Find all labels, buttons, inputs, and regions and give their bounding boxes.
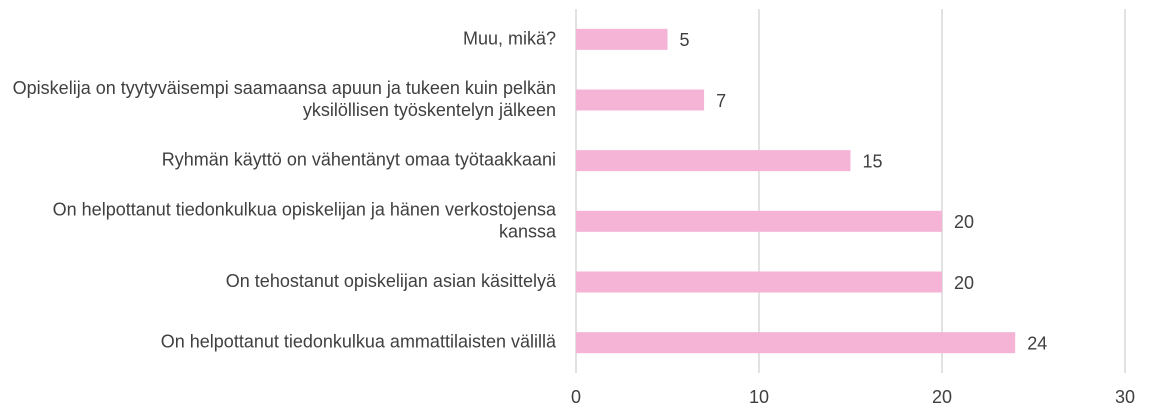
y-tick-label: On helpottanut tiedonkulkua opiskelijan …: [53, 199, 557, 241]
value-label: 15: [863, 151, 883, 171]
x-tick-label: 30: [1115, 387, 1135, 407]
bar: [576, 150, 851, 172]
y-tick-label: Ryhmän käyttö on vähentänyt omaa työtaak…: [162, 149, 556, 169]
x-tick-label: 0: [571, 387, 581, 407]
y-tick-label: On helpottanut tiedonkulkua ammattilaist…: [161, 331, 557, 351]
bar: [576, 89, 705, 111]
value-label: 7: [716, 91, 726, 111]
value-label: 20: [954, 273, 974, 293]
x-tick-label: 20: [932, 387, 952, 407]
y-tick-label: Opiskelija on tyytyväisempi saamaansa ap…: [13, 78, 556, 120]
bar: [576, 332, 1016, 354]
x-tick-label: 10: [749, 387, 769, 407]
value-label: 20: [954, 212, 974, 232]
bar: [576, 28, 668, 50]
bar: [576, 271, 942, 293]
y-tick-label: On tehostanut opiskelijan asian käsittel…: [226, 271, 557, 291]
bar: [576, 210, 942, 232]
value-label: 24: [1027, 333, 1047, 353]
y-tick-label: Muu, mikä?: [463, 28, 556, 48]
value-label: 5: [680, 30, 690, 50]
